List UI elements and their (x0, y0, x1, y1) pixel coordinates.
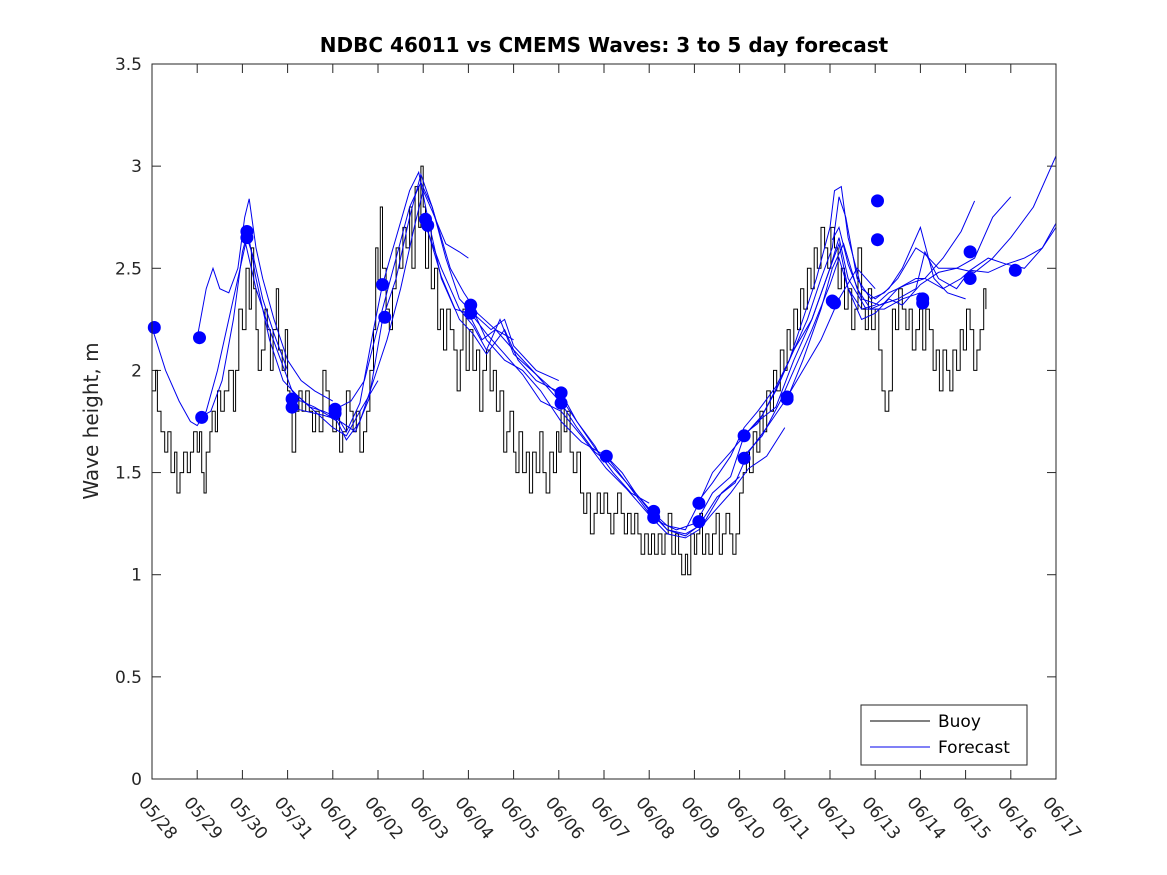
legend: Buoy Forecast (860, 704, 1028, 766)
forecast-marker (916, 296, 930, 310)
forecast-marker (737, 429, 751, 443)
legend-buoy-label: Buoy (938, 712, 981, 732)
forecast-marker (464, 306, 478, 320)
forecast-line (605, 267, 876, 537)
forecast-line (196, 198, 334, 402)
forecast-line (470, 312, 786, 539)
forecast-marker (195, 410, 209, 424)
forecast-marker (378, 310, 392, 324)
y-tick-label: 1.5 (115, 464, 142, 484)
forecast-marker (240, 231, 254, 245)
y-tick-label: 1 (131, 566, 142, 586)
axes-box (151, 63, 1057, 780)
forecast-marker (963, 245, 977, 259)
legend-forecast-label: Forecast (938, 738, 1010, 758)
forecast-marker (963, 272, 977, 285)
y-tick-label: 2 (131, 361, 142, 381)
legend-box (860, 704, 1028, 766)
forecast-marker (599, 449, 613, 463)
forecast-marker (647, 511, 661, 524)
y-tick-label: 3.5 (115, 55, 142, 75)
y-tick-label: 0.5 (115, 668, 142, 688)
forecast-marker (328, 406, 342, 420)
y-axis-label: Wave height, m (79, 342, 103, 499)
forecast-line (334, 181, 560, 410)
forecast-line (741, 155, 1057, 437)
forecast-marker (1008, 263, 1022, 277)
y-tick-label: 3 (131, 157, 142, 177)
forecast-marker (737, 451, 751, 465)
forecast-line (151, 235, 289, 427)
forecast-marker (285, 400, 299, 414)
forecast-marker (780, 392, 794, 406)
y-tick-label: 2.5 (115, 259, 142, 279)
forecast-marker (692, 515, 706, 529)
forecast-line (831, 226, 1057, 306)
buoy-line (152, 165, 987, 576)
forecast-marker (147, 321, 161, 334)
chart-title: NDBC 46011 vs CMEMS Waves: 3 to 5 day fo… (320, 33, 889, 57)
forecast-marker (692, 496, 706, 510)
forecast-line (289, 189, 469, 441)
forecast-marker (554, 386, 568, 400)
forecast-line (696, 185, 966, 504)
forecast-marker (554, 396, 568, 410)
forecast-line (425, 223, 650, 504)
forecast-marker (828, 296, 841, 310)
forecast-line (741, 200, 976, 459)
forecast-marker (193, 331, 206, 345)
y-tick-label: 0 (131, 770, 142, 790)
forecast-marker (871, 233, 884, 247)
forecast-marker (376, 278, 389, 292)
forecast-marker (871, 194, 884, 208)
forecast-marker (421, 218, 435, 232)
